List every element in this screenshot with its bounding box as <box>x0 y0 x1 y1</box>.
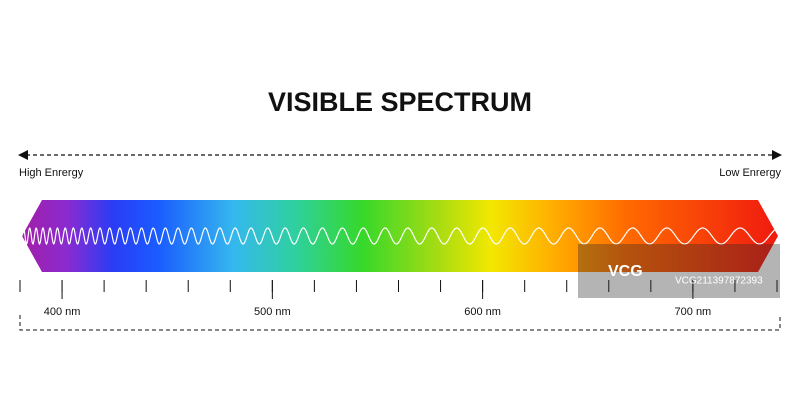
tick-label: 700 nm <box>675 306 712 318</box>
watermark-logo: VCG <box>608 263 643 280</box>
tick-label: 500 nm <box>254 306 291 318</box>
high-energy-label: High Enrergy <box>19 167 84 179</box>
title: VISIBLE SPECTRUM <box>268 87 532 117</box>
watermark-box <box>578 244 780 298</box>
wave <box>21 226 779 246</box>
tick-label: 400 nm <box>44 306 81 318</box>
range-bracket <box>19 315 781 331</box>
low-energy-label: Low Enrergy <box>719 167 781 179</box>
tick-label: 600 nm <box>464 306 501 318</box>
spectrum-band <box>22 200 778 272</box>
watermark-id: VCG211397872393 <box>675 276 763 287</box>
